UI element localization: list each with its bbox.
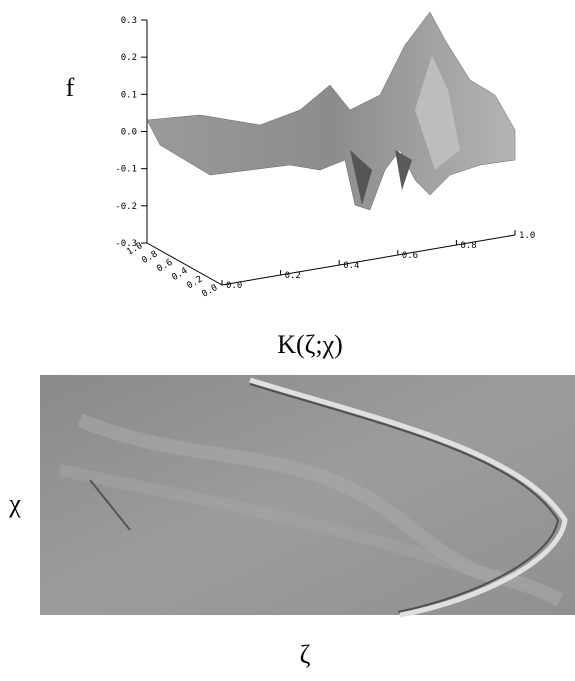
z-axis-label: f — [66, 73, 75, 102]
z-tick-label: 0.2 — [121, 53, 137, 63]
x-tick-label: 0.4 — [343, 261, 359, 271]
y-tick-label: 0.4 — [170, 266, 189, 283]
z-tick-label: 0.1 — [121, 90, 137, 100]
x-tick-label: 0.8 — [460, 241, 476, 251]
y-tick-label: 0.8 — [140, 249, 159, 266]
x-tick-label: 0.2 — [285, 271, 301, 281]
y-tick-label: 0.0 — [200, 283, 219, 300]
figure: f 0.30.20.10.0-0.1-0.2-0.30.00.20.40.60.… — [0, 0, 575, 681]
x-tick-label: 0.6 — [402, 251, 418, 261]
z-tick-label: 0.0 — [121, 128, 137, 138]
y-tick-label: 0.2 — [185, 275, 204, 292]
x-tick-label: 1.0 — [519, 231, 535, 241]
z-tick-label: -0.2 — [115, 202, 137, 212]
y-axis-label: χ — [8, 489, 21, 518]
title: K(ζ;χ) — [277, 330, 343, 359]
x-tick-label: 0.0 — [226, 281, 242, 291]
surface — [147, 12, 515, 210]
y-tick-label: 0.6 — [155, 258, 174, 275]
image — [40, 375, 575, 615]
z-tick-label: 0.3 — [121, 16, 137, 26]
z-tick-label: -0.1 — [115, 165, 137, 175]
x-axis-label: ζ — [300, 640, 311, 669]
